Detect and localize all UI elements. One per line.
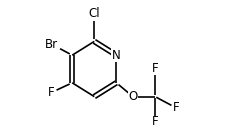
Text: F: F	[151, 63, 158, 75]
Text: F: F	[48, 86, 55, 99]
Text: F: F	[151, 115, 158, 128]
Text: N: N	[112, 49, 120, 62]
Text: Cl: Cl	[88, 7, 100, 20]
Text: F: F	[172, 101, 178, 114]
Text: O: O	[128, 90, 137, 103]
Text: Br: Br	[45, 38, 58, 51]
